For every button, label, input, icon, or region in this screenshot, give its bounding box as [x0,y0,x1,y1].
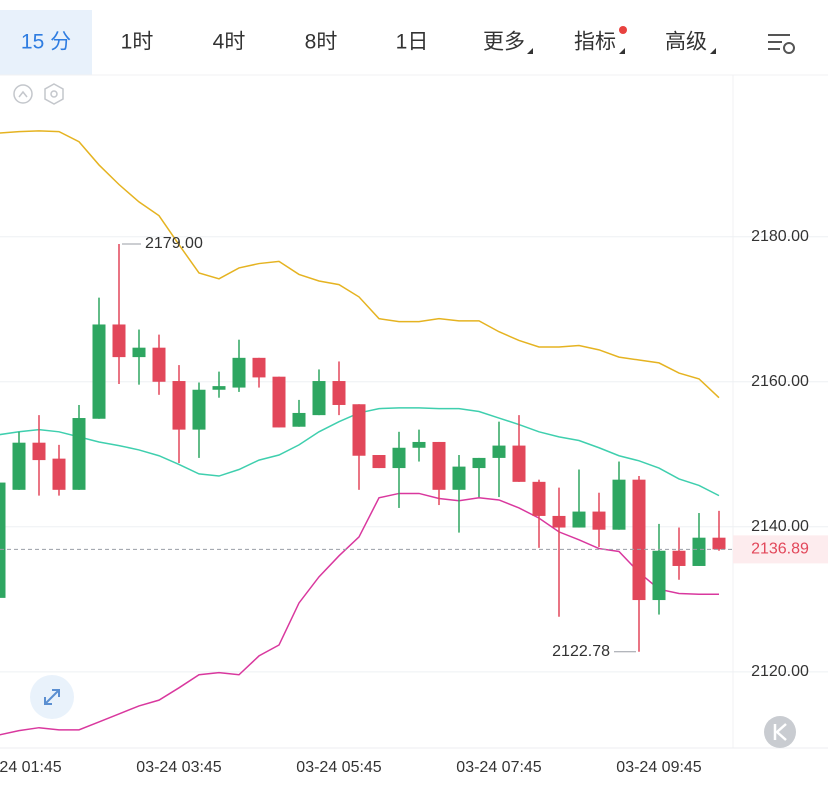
tab[interactable]: 更多 [483,31,525,54]
candle-body [0,482,6,598]
top-icons[interactable] [13,83,64,105]
last-price-box [733,535,828,564]
candle-body [332,381,346,405]
candle-body [252,357,266,378]
candle-body [352,404,366,456]
candle-body [192,389,206,430]
tab[interactable]: 1时 [121,31,154,54]
candle-body [592,511,606,530]
candle-body [12,442,26,490]
x-tick-label: 03-24 09:45 [616,759,702,776]
candle-body [452,466,466,490]
tab[interactable]: 高级 [665,31,707,54]
expand-button[interactable] [30,675,74,719]
candle-body [632,479,646,601]
y-tick-label: 2120.00 [751,663,809,680]
active-tab-bg [0,10,92,75]
y-tick-label: 2160.00 [751,373,809,390]
candle-body [412,441,426,448]
band-line [0,130,720,399]
candle-body [172,381,186,430]
x-tick-label: 03-24 05:45 [296,759,382,776]
indicator-dot [619,26,627,34]
candle-body [72,418,86,490]
tab[interactable]: 1日 [396,31,429,54]
y-tick-label: 2180.00 [751,228,809,245]
candle-body [112,324,126,358]
candle-body [692,537,706,566]
candle-body [672,550,686,566]
candle-body [612,479,626,530]
candle-body [432,441,446,490]
x-tick-label: 03-24 01:45 [0,759,62,776]
candle-body [32,442,46,461]
dropdown-arrows [527,48,716,54]
plot: 2120.00 2140.00 2160.00 2180.00 03-24 01:45 0… [0,130,828,776]
candle-body [572,511,586,528]
tab[interactable]: 指标 [574,31,616,54]
candle-body [132,347,146,358]
candle-body [552,515,566,528]
candle-body [712,537,726,550]
x-tick-label: 03-24 03:45 [136,759,222,776]
annotation-label: 2122.78 [552,643,610,660]
candle-body [272,376,286,428]
annotation-label: 2179.00 [145,235,203,252]
tab[interactable]: 15 分 [21,31,71,54]
y-tick-label: 2140.00 [751,518,809,535]
tab[interactable]: 4时 [213,31,246,54]
candle-body [52,458,66,490]
candle-body [232,357,246,388]
candle-body [212,386,226,390]
band-line [0,492,719,736]
candle-body [392,447,406,469]
candle-body [652,550,666,601]
last-price-label: 2136.89 [751,541,809,558]
candle-body [492,445,506,458]
candle-body [372,455,386,469]
candle-body [292,412,306,427]
toolbar [0,0,828,75]
candle-body [92,324,106,419]
settings-icon[interactable] [768,34,795,54]
collapse-button[interactable] [764,716,796,748]
candle-body [512,445,526,482]
candle-body [312,381,326,416]
candle-body [472,457,486,469]
candle-body [532,481,546,516]
tab[interactable]: 8时 [305,31,338,54]
x-tick-label: 03-24 07:45 [456,759,542,776]
candle-body [152,347,166,382]
